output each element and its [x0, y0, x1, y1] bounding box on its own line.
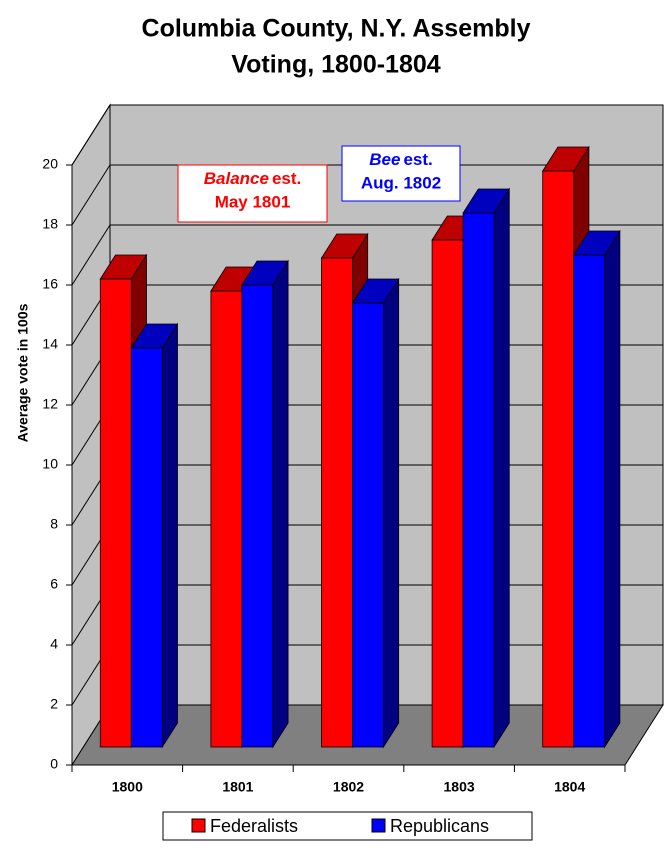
chart-title: Voting, 1800-1804	[231, 51, 440, 79]
grid-line	[71, 164, 111, 226]
annotation-text: Balance est.	[204, 169, 302, 188]
y-axis-label: Average vote in 100s	[15, 303, 31, 442]
y-tick-label: 2	[50, 696, 58, 712]
bar	[210, 290, 243, 748]
y-tick-label: 6	[50, 576, 58, 592]
legend-label: Federalists	[210, 816, 298, 836]
annotation-rest: est.	[272, 169, 301, 188]
y-tick-label: 4	[50, 636, 58, 652]
bar	[130, 347, 163, 748]
annotation-date: Aug. 1802	[361, 173, 441, 192]
y-tick-label: 12	[42, 396, 58, 412]
grid-line	[71, 224, 111, 286]
bar	[431, 239, 464, 748]
bar-side	[604, 229, 621, 749]
bar	[99, 278, 132, 748]
legend-label: Republicans	[390, 816, 489, 836]
legend	[162, 811, 533, 841]
grid-line	[71, 104, 111, 166]
bar	[352, 302, 384, 748]
legend-swatch	[371, 818, 386, 833]
x-tick-label: 1803	[444, 779, 475, 795]
bar-side	[493, 187, 510, 749]
bar	[241, 284, 274, 748]
bar	[542, 170, 575, 748]
y-tick-label: 0	[50, 756, 58, 772]
annotation-box	[341, 145, 461, 202]
y-tick-label: 8	[50, 516, 58, 532]
bar	[462, 212, 495, 748]
bar-side	[272, 259, 289, 749]
y-tick-label: 16	[42, 276, 58, 292]
chart-title: Columbia County, N.Y. Assembly	[142, 15, 531, 43]
x-tick-label: 1801	[222, 779, 253, 795]
annotation-italic: Balance	[204, 169, 269, 188]
bar-side	[383, 277, 400, 749]
x-tick-label: 1800	[112, 779, 143, 795]
annotation-text: Bee est.	[369, 150, 432, 169]
annotation-rest: est.	[403, 150, 432, 169]
y-tick-label: 18	[42, 216, 58, 232]
annotation-box	[177, 164, 328, 223]
y-tick-label: 14	[42, 336, 58, 352]
x-tick-label: 1804	[554, 779, 585, 795]
bar	[573, 254, 606, 748]
bar	[321, 257, 353, 748]
annotation-date: May 1801	[215, 192, 291, 211]
y-tick-label: 10	[42, 456, 58, 472]
annotation-italic: Bee	[369, 150, 400, 169]
x-tick-label: 1802	[333, 779, 364, 795]
y-tick-label: 20	[42, 156, 58, 172]
legend-swatch	[191, 818, 206, 833]
bar-side	[161, 322, 178, 749]
